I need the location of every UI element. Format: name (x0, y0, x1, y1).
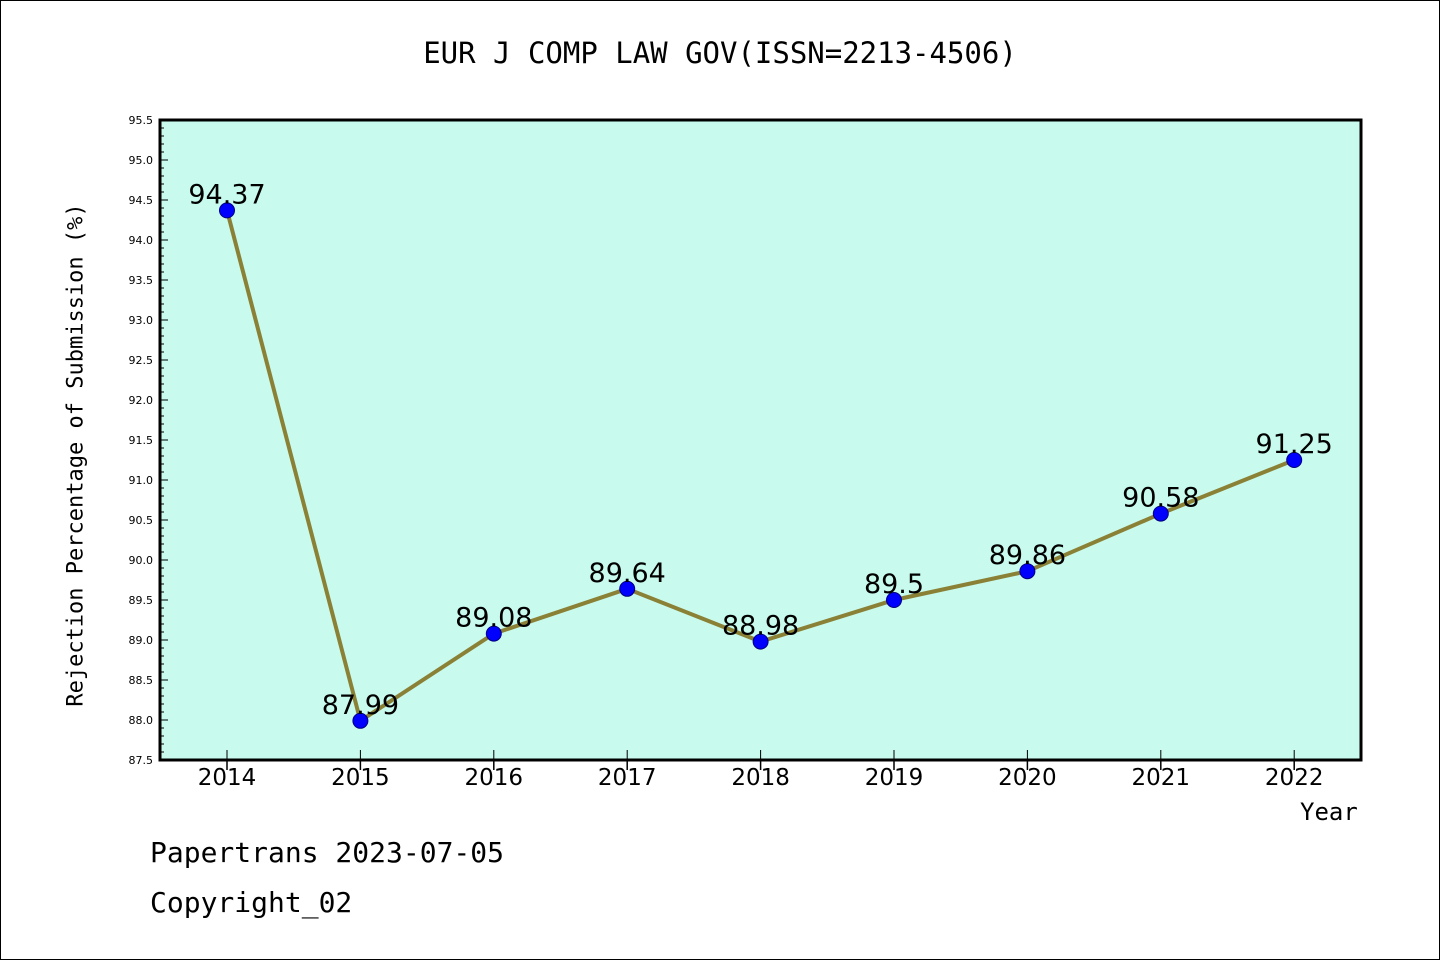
data-label: 91.25 (1256, 429, 1333, 460)
plot-border (158, 118, 1363, 762)
y-tick-label: 95.5 (129, 114, 154, 127)
y-tick-label: 88.5 (129, 674, 154, 687)
data-point-marker (619, 580, 636, 597)
series-markers (219, 202, 1303, 729)
x-tick-label: 2021 (1132, 765, 1191, 791)
x-tick-label: 2015 (331, 765, 390, 791)
y-tick-label: 95.0 (129, 154, 154, 167)
footer-date: Papertrans 2023-07-05 (150, 836, 505, 869)
data-point-marker (1152, 505, 1169, 522)
data-label: 90.58 (1122, 483, 1199, 514)
y-tick-label: 89.0 (129, 634, 154, 647)
data-label: 89.08 (455, 603, 532, 634)
y-tick-label: 90.5 (129, 514, 154, 527)
data-label: 88.98 (722, 611, 799, 642)
x-tick-label: 2016 (465, 765, 524, 791)
data-point-marker (1019, 563, 1036, 580)
y-tick-label: 92.0 (129, 394, 154, 407)
data-labels: 94.37 87.99 89.08 89.64 88.98 89.5 89.86 90.58 9… (188, 179, 1332, 720)
y-tick-label: 87.5 (129, 754, 154, 767)
data-point-marker (219, 202, 235, 219)
data-label: 94.37 (188, 179, 265, 210)
y-tick-label: 89.5 (129, 594, 154, 607)
y-tick-label: 93.5 (129, 274, 154, 287)
data-point-marker (752, 633, 769, 650)
x-tick-label: 2018 (731, 765, 790, 791)
y-tick-label: 93.0 (129, 314, 154, 327)
data-label: 89.64 (589, 558, 666, 589)
x-tick-label: 2017 (598, 765, 657, 791)
data-label: 89.86 (989, 540, 1066, 571)
x-tick-label: 2022 (1265, 765, 1324, 791)
data-point-marker (352, 712, 369, 729)
y-tick-label: 88.0 (129, 714, 154, 727)
y-tick-label: 91.0 (129, 474, 154, 487)
data-label: 89.5 (864, 569, 924, 600)
y-tick-label: 94.5 (129, 194, 154, 207)
y-tick-label: 90.0 (129, 554, 154, 567)
footer-copyright: Copyright_02 (150, 886, 353, 919)
data-label: 87.99 (322, 690, 399, 721)
x-tick-label: 2014 (198, 765, 257, 791)
y-tick-label: 91.5 (129, 434, 154, 447)
data-point-marker (886, 592, 902, 608)
x-tick-label: 2020 (998, 765, 1057, 791)
x-axis-title: Year (1300, 798, 1358, 826)
y-tick-label: 94.0 (129, 234, 154, 247)
plot-area (160, 120, 1361, 760)
x-axis: 2014 2015 2016 2017 2018 2019 2020 2021 2022 (198, 750, 1324, 791)
x-tick-label: 2019 (865, 765, 924, 791)
data-point-marker (485, 625, 502, 642)
data-point-marker (1286, 452, 1303, 468)
y-tick-label: 92.5 (129, 354, 154, 367)
chart-title: EUR J COMP LAW GOV(ISSN=2213-4506) (423, 36, 1017, 70)
